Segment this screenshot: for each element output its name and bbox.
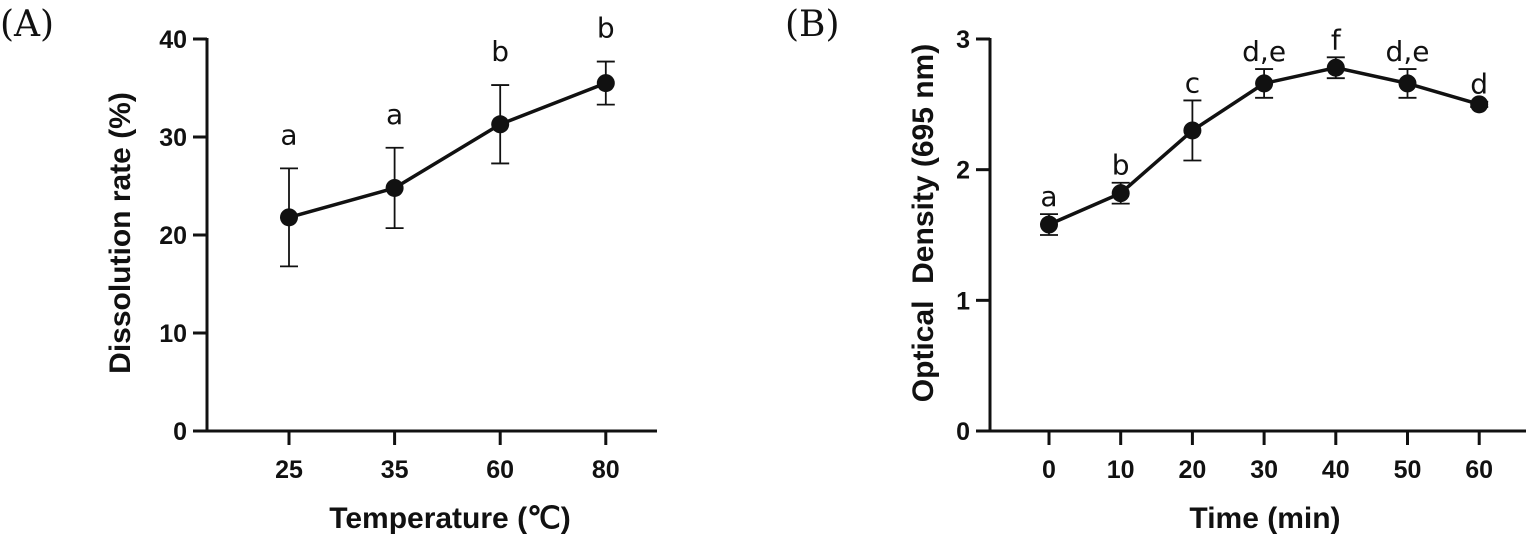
significance-label: b: [491, 35, 509, 68]
significance-label: f: [1331, 23, 1342, 56]
y-axis-title: Optical Density (695 nm): [907, 44, 940, 402]
x-tick-label: 30: [1250, 456, 1278, 484]
panel-label-a: (A): [0, 4, 54, 45]
y-tick-label: 40: [159, 26, 187, 54]
y-tick-label: 30: [159, 124, 187, 152]
significance-label: d: [1470, 68, 1488, 101]
significance-label: d,e: [1386, 35, 1430, 68]
x-tick-label: 10: [1107, 456, 1135, 484]
y-tick-label: 0: [956, 418, 970, 446]
x-axis-title: Temperature (℃): [329, 502, 571, 535]
significance-label: a: [386, 98, 403, 131]
significance-label: a: [1040, 180, 1057, 213]
y-tick-label: 3: [956, 26, 970, 54]
significance-label: b: [1112, 149, 1130, 182]
significance-label: b: [597, 12, 615, 45]
data-point: [1398, 74, 1417, 93]
x-tick-label: 50: [1394, 456, 1422, 484]
data-point: [1040, 215, 1058, 234]
x-axis-title: Time (min): [1189, 502, 1340, 535]
y-axis-title: Dissolution rate (%): [104, 92, 137, 374]
y-tick-label: 20: [159, 222, 187, 250]
series-line: [288, 81, 607, 220]
data-point: [280, 208, 298, 227]
data-point: [491, 115, 510, 134]
chart-panel-a: (A) 0 10 20 30 40 25 35 60 80 Temperature (℃) Disso…: [0, 4, 657, 535]
data-point: [1111, 184, 1130, 203]
x-tick-label: 60: [1465, 456, 1493, 484]
data-point: [1326, 58, 1345, 77]
y-tick-label: 2: [956, 157, 970, 185]
x-tick-label: 25: [275, 456, 303, 484]
y-tick-label: 1: [956, 287, 970, 315]
x-tick-label: 35: [381, 456, 409, 484]
data-point: [596, 74, 615, 93]
x-tick-label: 40: [1322, 456, 1350, 484]
data-point: [385, 178, 404, 197]
x-tick-label: 60: [486, 456, 514, 484]
panel-label-b: (B): [785, 4, 840, 45]
data-point: [1470, 95, 1489, 114]
y-tick-label: 0: [173, 418, 187, 446]
significance-label: a: [280, 118, 297, 151]
x-tick-label: 20: [1178, 456, 1206, 484]
data-point: [1183, 121, 1202, 140]
y-tick-label: 10: [159, 320, 187, 348]
data-point: [1255, 74, 1274, 93]
x-tick-label: 0: [1042, 456, 1056, 484]
significance-label: d,e: [1242, 35, 1286, 68]
significance-label: c: [1185, 66, 1200, 99]
x-tick-label: 80: [592, 456, 620, 484]
